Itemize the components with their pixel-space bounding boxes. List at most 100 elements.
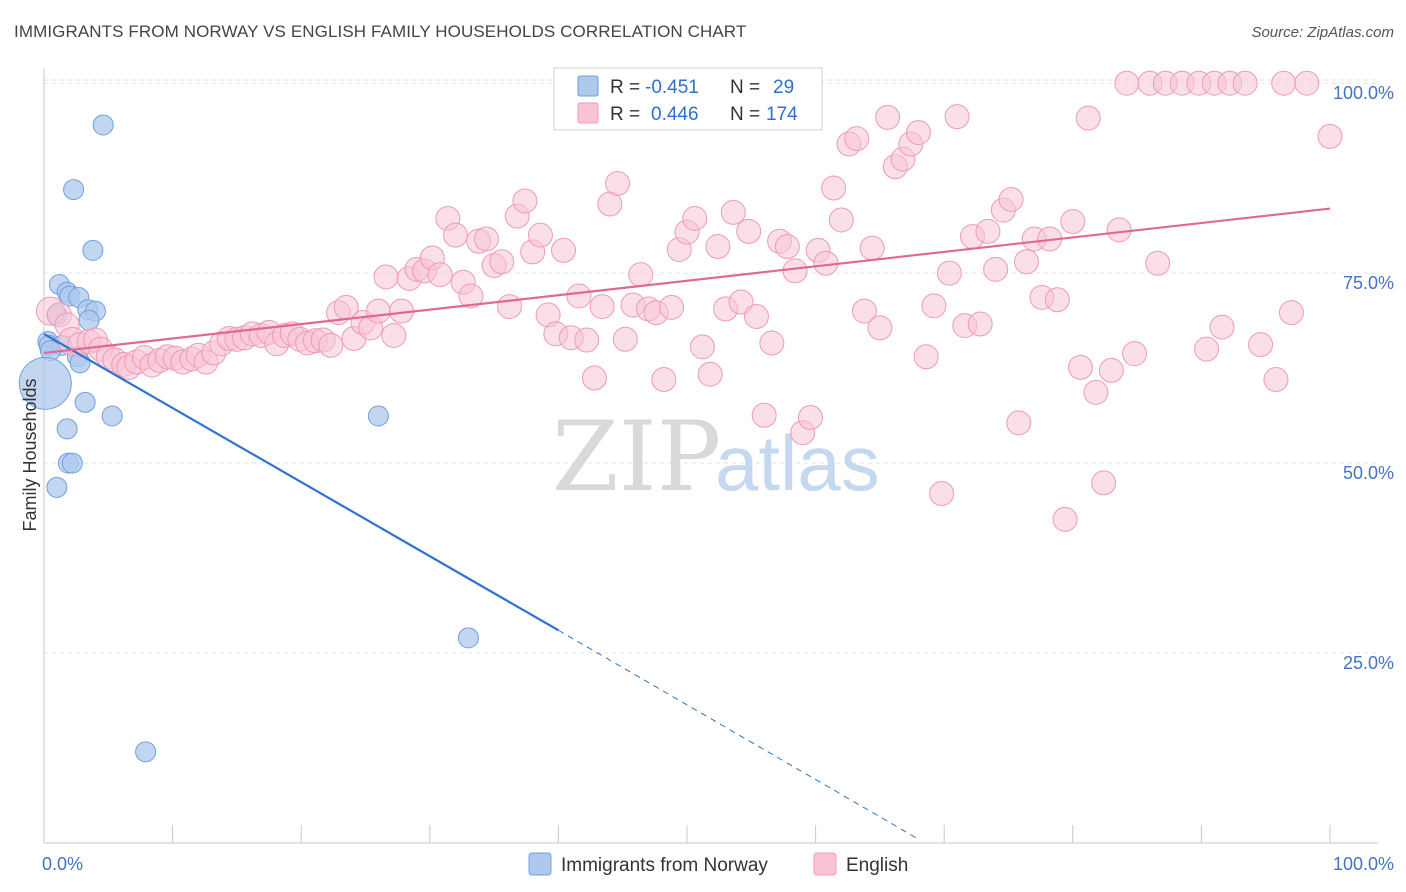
point-english-84: [682, 205, 708, 231]
point-english-93: [751, 402, 777, 428]
point-english-92: [743, 303, 769, 329]
point-english-74: [605, 170, 631, 196]
point-english-106: [851, 298, 877, 324]
point-english-118: [944, 104, 970, 130]
stats-legend: R = -0.451 N = 29 R = 0.446 N = 174: [553, 67, 823, 131]
point-norway-24: [46, 476, 68, 498]
point-english-99: [797, 405, 823, 431]
point-english-71: [581, 365, 607, 391]
y-tick-label-1: 50.0%: [1343, 463, 1394, 483]
point-english-134: [1068, 354, 1094, 380]
point-english-116: [929, 480, 955, 506]
point-english-57: [473, 226, 499, 252]
x-tick-label-0: 0.0%: [42, 854, 83, 874]
point-english-37: [318, 332, 344, 358]
point-english-125: [998, 186, 1024, 212]
bottom-legend: Immigrants from Norway English: [528, 852, 908, 876]
point-english-80: [651, 367, 677, 393]
stats-n-value-norway: 29: [773, 77, 794, 98]
point-english-60: [497, 294, 523, 320]
axes: [43, 68, 1378, 844]
y-tick-label-3: 100.0%: [1333, 83, 1394, 103]
stats-n-label-norway: N =: [730, 77, 760, 98]
point-english-89: [720, 199, 746, 225]
point-english-44: [373, 264, 399, 290]
point-english-135: [1075, 105, 1101, 131]
stats-n-value-english: 174: [766, 104, 798, 125]
point-norway-26: [135, 741, 157, 763]
point-english-96: [774, 234, 800, 260]
point-english-77: [628, 262, 654, 288]
point-english-131: [1044, 287, 1070, 313]
point-norway-17: [18, 356, 72, 410]
point-english-59: [489, 249, 515, 275]
point-english-70: [574, 327, 600, 353]
stats-r-label-norway: R =: [610, 77, 640, 98]
point-norway-1: [63, 179, 85, 201]
point-english-94: [759, 330, 785, 356]
point-english-132: [1052, 506, 1078, 532]
point-english-126: [1006, 410, 1032, 436]
stats-swatch-english: [577, 102, 599, 124]
point-english-90: [728, 289, 754, 315]
stats-n-label-english: N =: [730, 104, 760, 125]
legend-label-norway: Immigrants from Norway: [561, 855, 768, 876]
chart-title: IMMIGRANTS FROM NORWAY VS ENGLISH FAMILY…: [14, 22, 747, 41]
tick-labels: 25.0% 50.0% 75.0% 100.0% 0.0% 100.0%: [42, 83, 1394, 874]
watermark: ZIP atlas: [552, 401, 880, 513]
point-english-140: [1114, 70, 1140, 96]
point-english-117: [936, 260, 962, 286]
point-english-156: [1294, 70, 1320, 96]
legend-swatch-norway: [528, 852, 552, 876]
trend-line-norway-extension: [558, 629, 919, 840]
point-english-67: [551, 237, 577, 263]
chart-source: Source: ZipAtlas.com: [1251, 24, 1394, 41]
series-immigrants-from-norway: [18, 114, 479, 763]
point-english-91: [736, 218, 762, 244]
point-english-157: [1317, 123, 1343, 149]
point-english-127: [1014, 249, 1040, 275]
point-english-62: [512, 188, 538, 214]
y-tick-label-2: 75.0%: [1343, 273, 1394, 293]
point-english-86: [697, 361, 723, 387]
point-english-123: [983, 256, 1009, 282]
stats-swatch-norway: [577, 75, 599, 97]
trend-lines: [43, 207, 1331, 840]
point-norway-0: [92, 114, 114, 136]
point-norway-20: [367, 405, 389, 427]
point-english-114: [913, 344, 939, 370]
trend-line-norway: [43, 332, 559, 632]
point-english-85: [689, 334, 715, 360]
point-english-51: [427, 262, 453, 288]
point-english-113: [905, 120, 931, 146]
trend-line-english: [43, 207, 1331, 355]
point-english-108: [867, 315, 893, 341]
point-english-153: [1263, 367, 1289, 393]
y-tick-label-0: 25.0%: [1343, 653, 1394, 673]
point-english-64: [527, 222, 553, 248]
point-english-87: [705, 234, 731, 260]
point-english-102: [821, 175, 847, 201]
point-english-122: [975, 218, 1001, 244]
point-english-152: [1248, 332, 1274, 358]
point-english-53: [443, 222, 469, 248]
point-english-141: [1122, 341, 1148, 367]
point-english-138: [1098, 357, 1124, 383]
point-english-139: [1106, 217, 1132, 243]
stats-legend-box: [553, 67, 823, 131]
point-english-136: [1083, 379, 1109, 405]
legend-swatch-english: [813, 852, 837, 876]
stats-r-label-english: R =: [610, 104, 640, 125]
series-english: [35, 70, 1343, 532]
x-tick-label-1: 100.0%: [1333, 854, 1394, 874]
point-english-55: [458, 283, 484, 309]
point-english-151: [1232, 70, 1258, 96]
y-axis-title: Family Households: [20, 378, 40, 531]
point-norway-2: [82, 239, 104, 261]
point-norway-19: [101, 405, 123, 427]
point-english-75: [612, 326, 638, 352]
point-norway-18: [74, 391, 96, 413]
point-english-107: [859, 235, 885, 261]
watermark-zip: ZIP: [552, 401, 721, 513]
